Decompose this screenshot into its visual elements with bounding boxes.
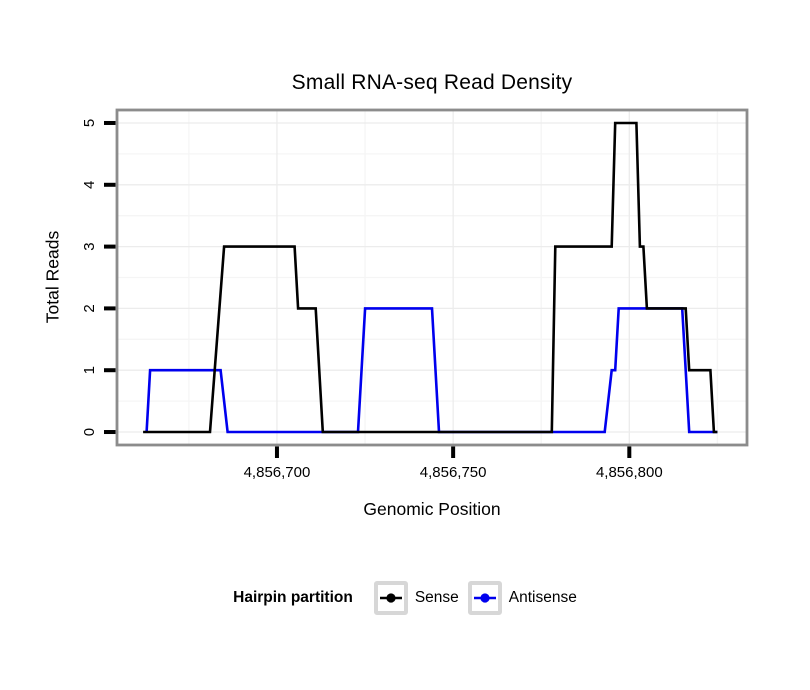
y-tick-label: 0 [81, 428, 98, 436]
y-tick-label: 2 [81, 304, 98, 312]
sense-key-icon [373, 581, 408, 615]
axis-tick-labels: 4,856,700 4,856,750 4,856,800 0 1 2 3 4 5 [81, 119, 663, 481]
y-tick-label: 1 [81, 366, 98, 374]
legend-entry-antisense: Antisense [467, 581, 577, 615]
legend-label-sense: Sense [414, 589, 459, 606]
line-point-icon [379, 593, 402, 603]
legend-entry-sense: Sense [373, 581, 459, 615]
line-point-icon [473, 593, 496, 603]
series-lines [143, 121, 718, 434]
x-tick-label: 4,856,700 [244, 464, 311, 481]
y-tick-label: 5 [81, 119, 98, 127]
y-tick-label: 4 [81, 181, 98, 189]
axis-ticks [104, 120, 632, 458]
x-tick-label: 4,856,800 [596, 464, 663, 481]
legend: Hairpin partition Sense Antisense [0, 578, 810, 618]
antisense-key-icon [467, 581, 502, 615]
chart-title: Small RNA-seq Read Density [291, 71, 573, 94]
sense-series-line [143, 121, 718, 434]
panel-border [115, 108, 749, 447]
x-axis-title: Genomic Position [363, 499, 501, 519]
x-tick-label: 4,856,750 [420, 464, 487, 481]
gridlines-minor [117, 110, 747, 445]
legend-label-antisense: Antisense [508, 589, 577, 606]
legend-title: Hairpin partition [233, 589, 353, 606]
y-tick-label: 3 [81, 242, 98, 250]
